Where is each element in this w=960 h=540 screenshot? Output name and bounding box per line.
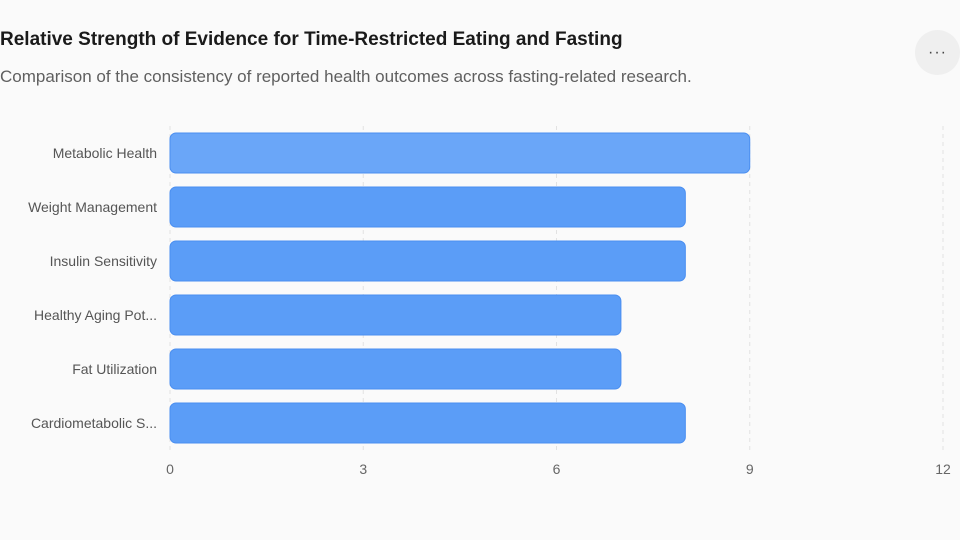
more-horizontal-icon: ··· bbox=[928, 43, 947, 61]
more-options-button[interactable]: ··· bbox=[915, 30, 960, 75]
chart-subtitle: Comparison of the consistency of reporte… bbox=[0, 67, 692, 86]
x-tick-label: 0 bbox=[166, 461, 174, 477]
x-tick-label: 6 bbox=[553, 461, 561, 477]
category-label: Healthy Aging Pot... bbox=[34, 307, 157, 323]
category-label: Metabolic Health bbox=[53, 145, 157, 161]
x-tick-label: 12 bbox=[935, 461, 951, 477]
chart-title: Relative Strength of Evidence for Time-R… bbox=[0, 29, 623, 50]
category-label: Insulin Sensitivity bbox=[50, 253, 157, 269]
bar[interactable] bbox=[169, 186, 686, 228]
x-tick-label: 3 bbox=[359, 461, 367, 477]
bar[interactable] bbox=[169, 348, 622, 390]
bar[interactable] bbox=[169, 240, 686, 282]
category-label: Weight Management bbox=[28, 199, 157, 215]
bar[interactable] bbox=[169, 294, 622, 336]
category-label: Cardiometabolic S... bbox=[31, 415, 157, 431]
bar[interactable] bbox=[169, 402, 686, 444]
bar[interactable] bbox=[169, 132, 751, 174]
x-tick-label: 9 bbox=[746, 461, 754, 477]
category-label: Fat Utilization bbox=[72, 361, 157, 377]
